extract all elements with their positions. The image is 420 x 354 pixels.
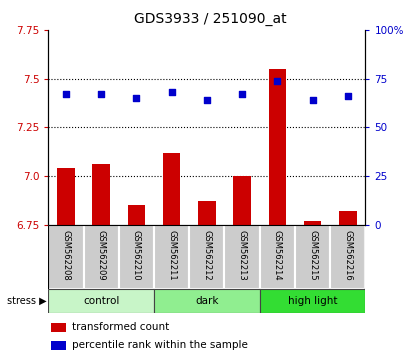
Bar — [304, 221, 321, 225]
Bar — [268, 69, 286, 225]
Point — [168, 90, 175, 95]
Bar — [92, 165, 110, 225]
Bar — [260, 289, 365, 313]
Bar — [330, 225, 365, 289]
Bar — [52, 322, 66, 332]
Bar — [57, 168, 75, 225]
Bar — [198, 201, 215, 225]
Text: GSM562210: GSM562210 — [132, 230, 141, 280]
Bar — [52, 341, 66, 350]
Point — [133, 95, 140, 101]
Bar — [119, 225, 154, 289]
Point — [274, 78, 281, 84]
Text: transformed count: transformed count — [72, 322, 169, 332]
Text: percentile rank within the sample: percentile rank within the sample — [72, 341, 248, 350]
Text: GSM562213: GSM562213 — [238, 230, 247, 281]
Bar — [154, 289, 260, 313]
Bar — [154, 225, 189, 289]
Text: GDS3933 / 251090_at: GDS3933 / 251090_at — [134, 12, 286, 27]
Text: dark: dark — [195, 296, 218, 306]
Bar — [295, 225, 330, 289]
Bar — [84, 225, 119, 289]
Text: GSM562208: GSM562208 — [61, 230, 71, 281]
Bar — [48, 225, 84, 289]
Text: GSM562211: GSM562211 — [167, 230, 176, 280]
Bar — [163, 153, 181, 225]
Text: GSM562214: GSM562214 — [273, 230, 282, 280]
Point — [309, 97, 316, 103]
Bar — [260, 225, 295, 289]
Text: control: control — [83, 296, 119, 306]
Bar — [128, 205, 145, 225]
Bar — [339, 211, 357, 225]
Point — [239, 92, 245, 97]
Point — [63, 92, 69, 97]
Text: GSM562215: GSM562215 — [308, 230, 317, 280]
Point — [203, 97, 210, 103]
Bar — [233, 176, 251, 225]
Point — [344, 93, 351, 99]
Text: GSM562212: GSM562212 — [202, 230, 211, 280]
Bar — [48, 289, 154, 313]
Text: stress ▶: stress ▶ — [7, 296, 46, 306]
Text: high light: high light — [288, 296, 337, 306]
Bar — [189, 225, 224, 289]
Text: GSM562209: GSM562209 — [97, 230, 106, 280]
Point — [98, 92, 105, 97]
Text: GSM562216: GSM562216 — [343, 230, 352, 281]
Bar — [224, 225, 260, 289]
